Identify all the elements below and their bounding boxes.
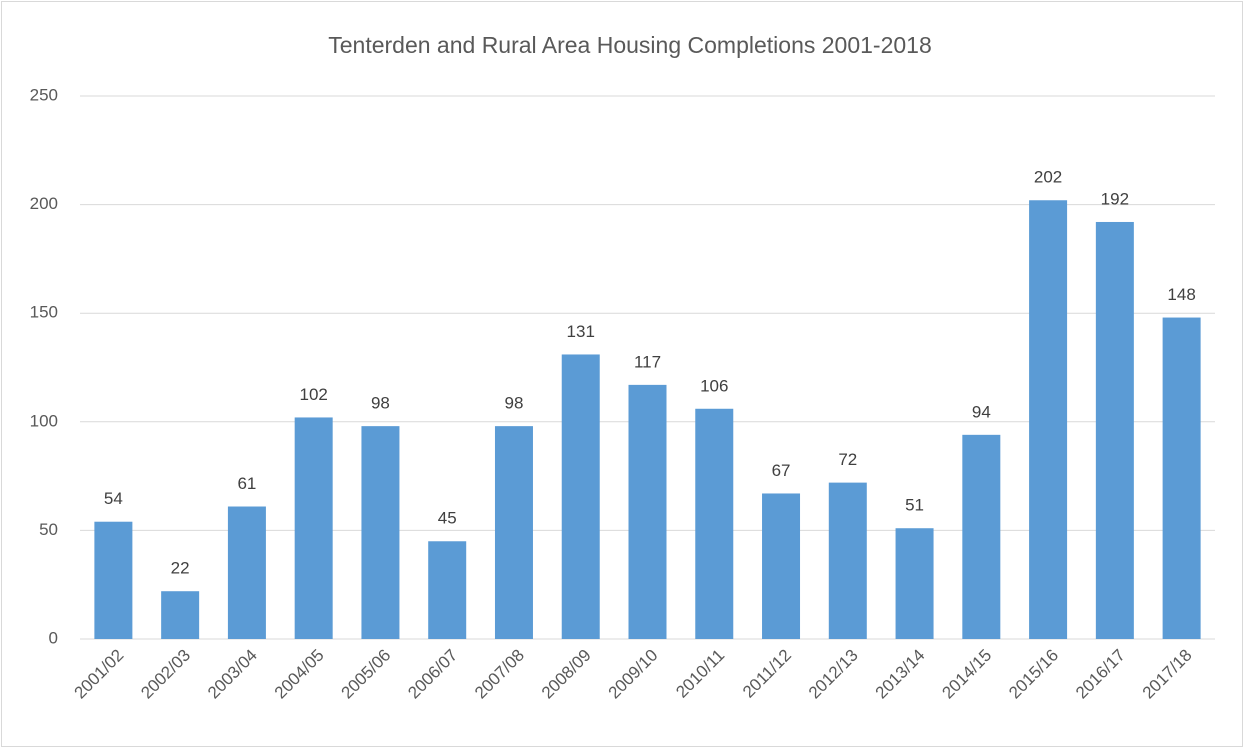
y-tick-label: 150 <box>30 303 58 322</box>
data-label: 45 <box>438 509 457 528</box>
bar <box>1095 221 1134 639</box>
data-label: 51 <box>905 496 924 515</box>
bar <box>828 482 867 639</box>
bar <box>428 541 467 639</box>
y-tick-label: 0 <box>49 628 58 647</box>
bar <box>628 384 667 639</box>
data-label: 117 <box>634 352 661 371</box>
data-label: 148 <box>1167 285 1195 304</box>
data-label: 131 <box>567 322 595 341</box>
data-label: 202 <box>1034 168 1062 187</box>
data-label: 106 <box>700 376 728 395</box>
y-tick-label: 200 <box>30 194 58 213</box>
data-label: 61 <box>237 474 256 493</box>
y-tick-label: 250 <box>30 85 58 104</box>
y-tick-label: 50 <box>39 520 58 539</box>
data-label: 94 <box>972 402 991 421</box>
data-label: 192 <box>1101 189 1129 208</box>
bar <box>1162 317 1201 639</box>
bar <box>494 426 533 639</box>
data-label: 102 <box>299 385 327 404</box>
bar <box>361 426 400 639</box>
bar <box>161 591 200 639</box>
data-label: 67 <box>772 461 791 480</box>
data-label: 98 <box>371 394 390 413</box>
bar <box>561 354 600 639</box>
bar <box>762 493 801 639</box>
data-label: 22 <box>171 559 190 578</box>
bar <box>94 521 133 639</box>
bar <box>895 528 934 639</box>
bar <box>695 408 734 639</box>
bar <box>227 506 266 639</box>
bar <box>1029 200 1068 640</box>
data-label: 54 <box>104 489 123 508</box>
y-tick-label: 100 <box>30 411 58 430</box>
chart-title: Tenterden and Rural Area Housing Complet… <box>328 32 932 58</box>
data-label: 98 <box>505 394 524 413</box>
data-label: 72 <box>838 450 857 469</box>
bar <box>962 434 1001 639</box>
bar <box>294 417 333 639</box>
